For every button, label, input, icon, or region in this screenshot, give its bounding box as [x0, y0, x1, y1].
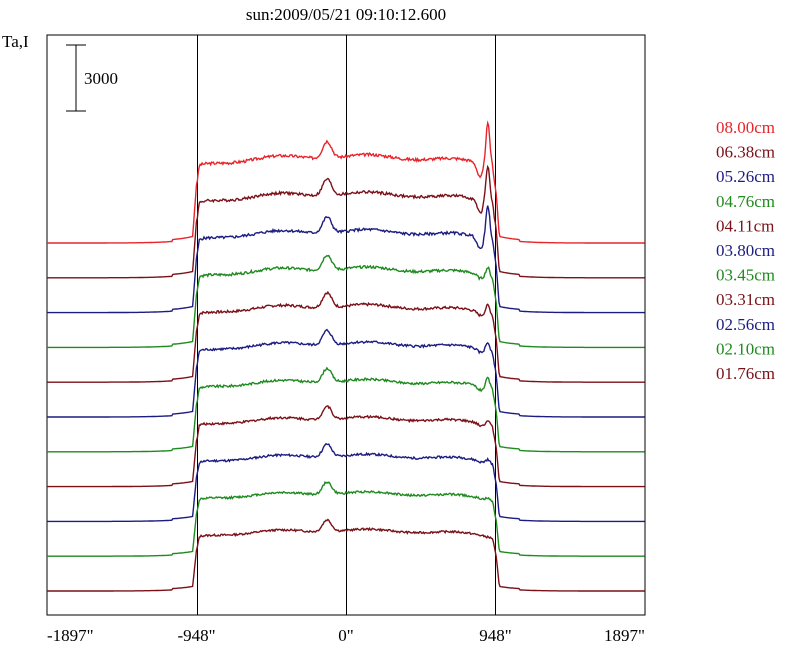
x-tick-label: -1897" [47, 626, 94, 645]
scale-bar: 3000 [66, 44, 118, 112]
legend-entry: 06.38cm [716, 143, 775, 162]
chart-title: sun:2009/05/21 09:10:12.600 [246, 5, 446, 24]
x-tick-label: 0" [338, 626, 353, 645]
series-line-04-76cm [47, 254, 645, 349]
series-line-03-80cm [47, 328, 645, 418]
x-tick-label: 1897" [604, 626, 645, 645]
legend-entry: 03.80cm [716, 241, 775, 260]
legend-entry: 04.11cm [716, 216, 774, 235]
legend-entry: 03.31cm [716, 290, 775, 309]
series-line-06-38cm [47, 164, 645, 279]
legend-entry: 03.45cm [716, 266, 775, 285]
series-line-04-11cm [47, 290, 645, 383]
legend: 08.00cm 06.38cm 05.26cm 04.76cm 04.11cm 03.80… [716, 118, 775, 383]
series-line-02-56cm [47, 442, 645, 523]
series-line-02-10cm [47, 480, 645, 557]
legend-entry: 02.10cm [716, 339, 775, 358]
series-line-03-45cm [47, 366, 645, 453]
vertical-reference-lines [197, 35, 496, 615]
legend-entry: 04.76cm [716, 192, 775, 211]
y-axis-label: Ta,I [2, 32, 29, 51]
series-line-05-26cm [47, 205, 645, 314]
legend-entry: 01.76cm [716, 364, 775, 383]
series-curves [47, 120, 645, 592]
x-tick-label: -948" [178, 626, 216, 645]
legend-entry: 05.26cm [716, 167, 775, 186]
series-line-08-00cm [47, 120, 645, 244]
series-line-01-76cm [47, 518, 645, 592]
legend-entry: 08.00cm [716, 118, 775, 137]
series-line-03-31cm [47, 404, 645, 488]
x-tick-label: 948" [479, 626, 511, 645]
x-tick-labels: -1897" -948" 0" 948" 1897" [47, 626, 645, 645]
legend-entry: 02.56cm [716, 315, 775, 334]
scale-bar-label: 3000 [84, 69, 118, 88]
